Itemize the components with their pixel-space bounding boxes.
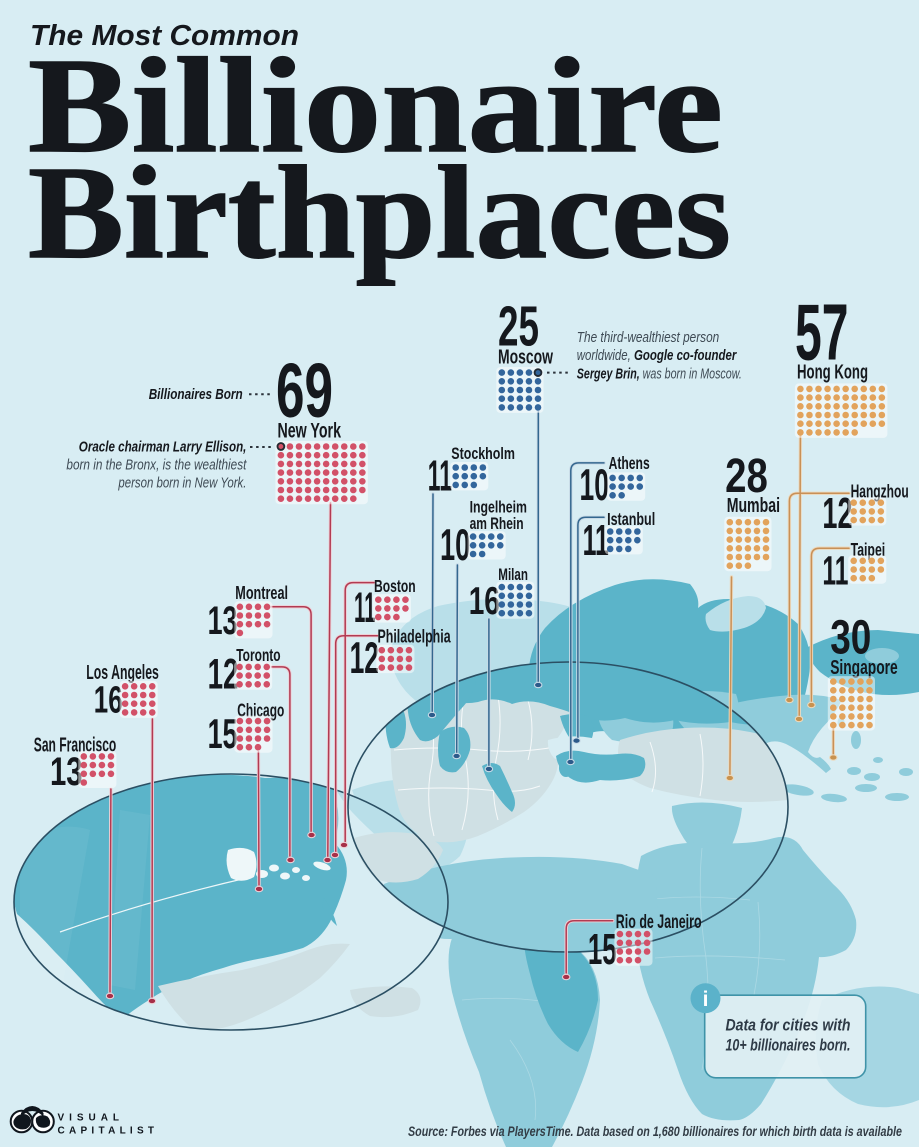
svg-text:VISUAL: VISUAL [58,1112,120,1123]
svg-text:The third-wealthiest person: The third-wealthiest person [577,329,719,346]
svg-text:10: 10 [440,519,470,570]
svg-text:16: 16 [469,580,500,623]
svg-text:born in the Bronx, is the weal: born in the Bronx, is the wealthiest [66,456,247,473]
svg-text:Chicago: Chicago [237,700,284,721]
svg-text:16: 16 [94,680,123,722]
svg-text:worldwide, Google co-founder: worldwide, Google co-founder [577,347,737,364]
svg-text:13: 13 [208,598,238,643]
svg-text:12: 12 [208,651,239,699]
svg-text:28: 28 [725,450,768,503]
svg-text:12: 12 [350,634,379,683]
svg-text:Los Angeles: Los Angeles [86,662,159,684]
svg-text:11: 11 [354,584,376,632]
svg-text:person born in New York.: person born in New York. [118,474,247,491]
svg-text:25: 25 [498,294,539,357]
svg-text:Oracle chairman Larry Ellison,: Oracle chairman Larry Ellison, [79,438,247,455]
svg-text:11: 11 [583,517,609,565]
svg-text:Ingelheim: Ingelheim [470,498,527,517]
svg-text:Philadelphia: Philadelphia [378,626,451,647]
svg-text:Istanbul: Istanbul [607,510,655,529]
svg-text:Mumbai: Mumbai [727,495,780,517]
svg-text:Stockholm: Stockholm [451,444,515,463]
svg-text:Data for cities with: Data for cities with [726,1016,851,1035]
svg-text:Toronto: Toronto [236,645,280,665]
svg-text:Hong Kong: Hong Kong [797,362,868,384]
svg-text:11: 11 [822,547,848,593]
svg-text:i: i [703,988,709,1011]
svg-text:Source: Forbes via PlayersTime: Source: Forbes via PlayersTime. Data bas… [408,1124,902,1139]
svg-text:57: 57 [795,288,849,377]
svg-text:15: 15 [588,926,617,974]
svg-text:Moscow: Moscow [498,347,553,369]
svg-text:10: 10 [580,459,609,510]
svg-text:Billionaires Born: Billionaires Born [149,386,243,403]
svg-text:Hangzhou: Hangzhou [851,482,909,502]
svg-text:Taipei: Taipei [851,539,886,560]
svg-text:15: 15 [208,711,238,757]
svg-text:Montreal: Montreal [235,582,288,603]
svg-text:The Most Common: The Most Common [30,20,299,52]
svg-text:Singapore: Singapore [830,657,898,679]
svg-text:10+ billionaires born.: 10+ billionaires born. [726,1036,851,1055]
svg-text:Boston: Boston [374,576,416,596]
svg-text:Rio de Janeiro: Rio de Janeiro [616,911,702,933]
svg-text:12: 12 [822,490,852,538]
svg-text:30: 30 [830,611,871,664]
svg-text:69: 69 [276,348,333,434]
svg-text:am Rhein: am Rhein [470,514,524,533]
svg-text:Athens: Athens [609,454,650,473]
svg-text:New York: New York [278,420,342,443]
svg-text:13: 13 [50,750,83,794]
svg-text:Billionaire: Billionaire [28,31,723,181]
svg-text:11: 11 [428,453,452,501]
svg-text:Birthplaces: Birthplaces [28,138,731,286]
svg-text:Sergey Brin, was born in Mosco: Sergey Brin, was born in Moscow. [577,365,742,382]
svg-text:Milan: Milan [498,565,528,584]
